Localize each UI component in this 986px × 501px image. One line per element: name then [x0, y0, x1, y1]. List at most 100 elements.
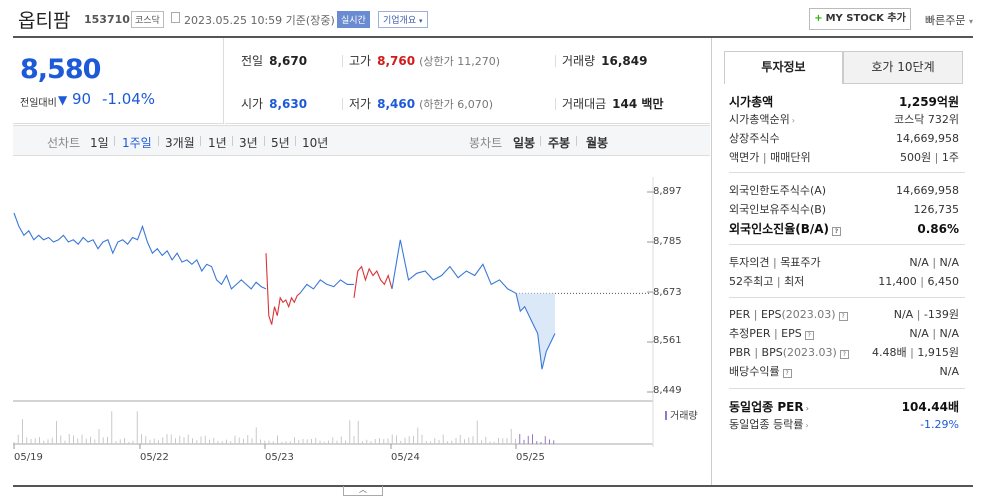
- low-label: 저가: [349, 97, 372, 111]
- row-value-2: N/A: [939, 256, 959, 269]
- y-tick-label: 8,673: [653, 287, 682, 298]
- open-label: 시가: [241, 97, 264, 111]
- row-label: 상장주식수: [729, 132, 780, 145]
- row-value-1: N/A: [909, 327, 929, 340]
- separator: [576, 136, 577, 146]
- separator: [114, 136, 115, 146]
- info-row-industry-per[interactable]: 동일업종 PER › 104.44배: [729, 398, 959, 416]
- period-10y[interactable]: 10년: [302, 136, 329, 150]
- row-value: 500원 | 1주: [900, 149, 959, 167]
- chevron-right-icon: ›: [805, 404, 809, 413]
- add-mystock-button[interactable]: + MY STOCK 추가: [809, 8, 911, 30]
- company-overview-button[interactable]: 기업개요 ▾: [378, 11, 428, 28]
- volume-legend-label: 거래량: [670, 411, 698, 422]
- period-3m[interactable]: 3개월: [165, 136, 195, 150]
- separator: |: [906, 346, 918, 359]
- price-line-may23-pm: [299, 279, 354, 294]
- quick-order-link[interactable]: 빠른주문 ▾: [925, 12, 973, 28]
- separator: [540, 136, 541, 146]
- candle-daily[interactable]: 일봉: [513, 136, 536, 150]
- info-row-market-cap-rank[interactable]: 시가총액순위 › 코스닥 732위: [729, 111, 959, 129]
- row-value: 1,259억원: [898, 95, 959, 109]
- x-tick-label: 05/22: [140, 452, 169, 463]
- prev-close-label: 전일: [241, 54, 264, 68]
- row-label-text-2: 매매단위: [770, 151, 811, 164]
- row-label-text-2: 목표주가: [780, 256, 821, 269]
- separator: [295, 136, 296, 146]
- divider: [342, 98, 343, 110]
- lower-limit: (하한가 6,070): [419, 98, 493, 111]
- investment-info-panel: 투자정보 호가 10단계 시가총액 1,259억원 시가총액순위 › 코스닥 732위…: [711, 38, 973, 485]
- row-date: (2023.03): [781, 308, 836, 321]
- info-icon[interactable]: ?: [804, 331, 814, 340]
- stock-code: 153710: [84, 13, 130, 26]
- current-price-box: 8,580 전일대비 ▼ 90 -1.04%: [13, 38, 224, 124]
- separator: |: [928, 256, 940, 269]
- period-3y[interactable]: 3년: [239, 136, 258, 150]
- period-1d[interactable]: 1일: [90, 136, 109, 150]
- y-tick-label: 8,449: [653, 385, 682, 396]
- row-label: 외국인한도주식수(A): [729, 184, 827, 197]
- row-label: 투자의견 | 목표주가: [729, 254, 821, 272]
- row-label: 액면가 | 매매단위: [729, 149, 811, 167]
- low-value: 8,460: [377, 97, 416, 111]
- row-value-2: 1,915원: [917, 346, 959, 359]
- collapse-button[interactable]: ︿: [343, 486, 383, 496]
- candle-monthly[interactable]: 월봉: [586, 136, 609, 150]
- section-divider: [729, 297, 965, 298]
- row-label-text-2: EPS: [760, 308, 782, 321]
- info-row-foreign-limit: 외국인한도주식수(A) 14,669,958: [729, 182, 959, 200]
- row-label: PBR | BPS(2023.03)?: [729, 344, 849, 362]
- candle-chart-label: 봉차트: [469, 136, 503, 150]
- row-label: 시가총액순위 ›: [729, 111, 795, 130]
- row-label: 52주최고 | 최저: [729, 273, 804, 291]
- tab-order-book[interactable]: 호가 10단계: [843, 51, 963, 84]
- amount-label: 거래대금: [562, 97, 607, 111]
- row-date: (2023.03): [782, 346, 837, 359]
- row-label: 외국인보유주식수(B): [729, 203, 827, 216]
- row-value-1: 500원: [900, 151, 932, 164]
- trade-amount: 거래대금 144 백만: [562, 95, 663, 112]
- info-icon[interactable]: ?: [838, 312, 848, 321]
- quote-summary: 전일 8,670 고가 8,760 (상한가 11,270) 거래량 16,849 시가…: [225, 38, 710, 124]
- price-chart[interactable]: [0, 157, 712, 457]
- row-value: 코스닥 732위: [894, 113, 959, 126]
- row-value: N/A: [939, 365, 959, 378]
- info-row-foreign-ratio: 외국인소진율(B/A)? 0.86%: [729, 220, 959, 238]
- separator: [200, 136, 201, 146]
- chevron-right-icon: ›: [805, 421, 809, 430]
- period-1y[interactable]: 1년: [208, 136, 227, 150]
- candle-weekly[interactable]: 주봉: [548, 136, 571, 150]
- separator: |: [759, 151, 771, 164]
- info-row-industry-change[interactable]: 동일업종 등락률 › -1.29%: [729, 416, 959, 434]
- info-icon[interactable]: ?: [832, 227, 842, 236]
- row-value-1: N/A: [909, 256, 929, 269]
- stock-header: 옵티팜 153710 코스닥 2023.05.25 10:59 기준(장중) 실…: [0, 0, 986, 36]
- row-value: N/A | -139원: [894, 306, 959, 324]
- period-5y[interactable]: 5년: [271, 136, 290, 150]
- x-tick-label: 05/19: [14, 452, 43, 463]
- realtime-badge[interactable]: 실시간: [337, 11, 370, 28]
- prev-close-value: 8,670: [269, 54, 308, 68]
- period-1w[interactable]: 1주일: [122, 136, 152, 150]
- section-divider: [729, 388, 965, 389]
- row-value: 0.86%: [917, 222, 959, 236]
- row-value-2: N/A: [939, 327, 959, 340]
- chevron-up-icon: ︿: [359, 485, 367, 494]
- info-icon[interactable]: ?: [782, 369, 792, 378]
- open-value: 8,630: [269, 97, 308, 111]
- row-value: 11,400 | 6,450: [878, 273, 959, 291]
- row-label: 외국인소진율(B/A)?: [729, 220, 842, 238]
- info-icon[interactable]: ?: [839, 350, 849, 359]
- row-label: 배당수익률?: [729, 363, 792, 381]
- row-value: N/A | N/A: [909, 254, 959, 272]
- info-row-foreign-holding: 외국인보유주식수(B) 126,735: [729, 201, 959, 219]
- upper-limit: (상한가 11,270): [419, 55, 500, 68]
- high-label: 고가: [349, 54, 372, 68]
- row-label: 추정PER | EPS?: [729, 325, 814, 343]
- y-tick-label: 8,897: [653, 186, 682, 197]
- x-tick-label: 05/25: [516, 452, 545, 463]
- volume: 거래량 16,849: [562, 52, 647, 69]
- y-tick-label: 8,561: [653, 335, 682, 346]
- tab-investment-info[interactable]: 투자정보: [724, 51, 843, 84]
